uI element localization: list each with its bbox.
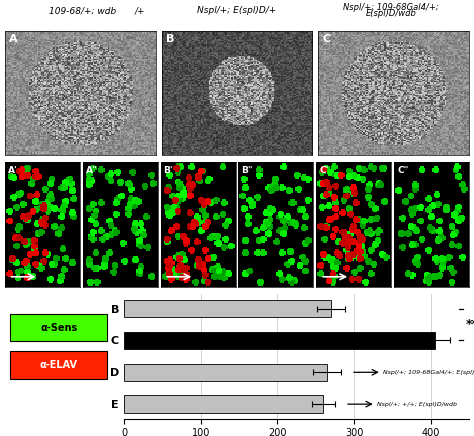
Bar <box>124 395 323 413</box>
Text: E(spl)D/wdb: E(spl)D/wdb <box>365 9 417 18</box>
Bar <box>124 332 435 349</box>
Text: Nspl/+; E(spl)D/+: Nspl/+; E(spl)D/+ <box>197 6 277 15</box>
Bar <box>124 300 331 317</box>
Text: B': B' <box>164 166 173 175</box>
Bar <box>124 364 328 381</box>
Text: Nspl/+; +/+; E(spl)D/wdb: Nspl/+; +/+; E(spl)D/wdb <box>377 402 457 407</box>
Text: C: C <box>323 34 331 44</box>
Text: α-ELAV: α-ELAV <box>40 360 78 370</box>
Text: Nspl/+; 109-68Gal4/+;: Nspl/+; 109-68Gal4/+; <box>343 3 439 12</box>
FancyBboxPatch shape <box>10 351 107 379</box>
Text: B: B <box>166 34 174 44</box>
Text: C": C" <box>397 166 409 175</box>
Text: B": B" <box>241 166 253 175</box>
FancyBboxPatch shape <box>10 314 107 341</box>
Text: C': C' <box>319 166 329 175</box>
Text: Nspl/+; 109-68Gal4/+; E(spl)D/+: Nspl/+; 109-68Gal4/+; E(spl)D/+ <box>383 370 474 375</box>
Text: /+: /+ <box>135 6 145 15</box>
Text: α-Sens: α-Sens <box>40 323 77 333</box>
Text: 109-68/+; wdb: 109-68/+; wdb <box>49 6 117 15</box>
Text: A': A' <box>8 166 18 175</box>
Text: **: ** <box>465 318 474 331</box>
Text: A: A <box>9 34 18 44</box>
Text: A": A" <box>86 166 97 175</box>
